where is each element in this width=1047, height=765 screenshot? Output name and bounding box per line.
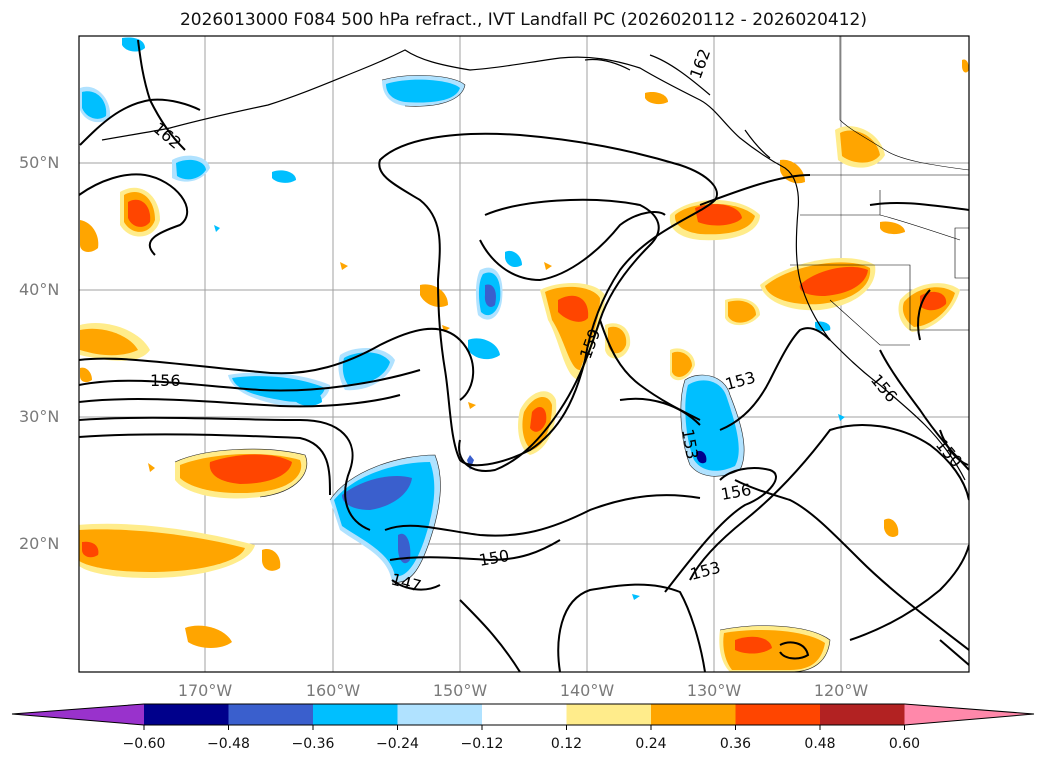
colorbar-tick-label: −0.60 [122, 736, 166, 752]
colorbar-tick-label: 0.48 [804, 736, 836, 752]
contour-label: 162 [149, 119, 185, 153]
contour-label: 156 [150, 371, 181, 390]
colorbar-tick-label: −0.24 [376, 736, 419, 752]
colorbar-tick-label: 0.60 [888, 736, 921, 752]
colorbar-swatch [12, 704, 144, 725]
contour-label: 153 [723, 368, 757, 394]
map-title: 2026013000 F084 500 hPa refract., IVT La… [179, 10, 867, 30]
contour-label: 150 [477, 546, 510, 570]
contour-label: 156 [719, 480, 752, 504]
colorbar-tick-label: −0.12 [460, 736, 504, 752]
map-frame [78, 35, 970, 673]
colorbar-swatch [144, 704, 229, 725]
lon-label: 140°W [559, 681, 615, 700]
contour-label: 153 [678, 427, 702, 460]
colorbar-swatch [397, 704, 482, 725]
negative-anomaly-fill [80, 37, 845, 600]
colorbar-tick-label: 0.24 [635, 736, 667, 752]
lon-label: 120°W [813, 681, 869, 700]
lat-label: 20°N [19, 534, 60, 553]
colorbar-swatch [820, 704, 905, 725]
borders [790, 36, 969, 346]
coastlines [101, 49, 966, 481]
colorbar-tick-label: 0.12 [550, 736, 583, 752]
lat-label: 40°N [19, 280, 60, 299]
contour-label: 153 [688, 558, 722, 584]
colorbar-swatch [566, 704, 651, 725]
lon-label: 160°W [305, 681, 361, 700]
colorbar-swatch [735, 704, 820, 725]
colorbar-swatch [313, 704, 398, 725]
lon-label: 170°W [177, 681, 233, 700]
colorbar [11, 703, 1035, 730]
contour-label: 162 [686, 46, 714, 81]
lat-label: 30°N [19, 407, 60, 426]
colorbar-ticks [143, 725, 905, 730]
colorbar-swatch [651, 704, 736, 725]
contour-label: 147 [389, 570, 423, 596]
lon-label: 130°W [686, 681, 742, 700]
contour-label: 150 [932, 435, 966, 471]
colorbar-swatch [482, 704, 567, 725]
lat-label: 50°N [19, 153, 60, 172]
colorbar-swatch [228, 704, 313, 725]
colorbar-tick-label: 0.36 [719, 736, 752, 752]
lon-label: 150°W [432, 681, 488, 700]
refractivity-contours [79, 39, 969, 672]
colorbar-tick-label: −0.36 [291, 736, 335, 752]
positive-anomaly-fill [79, 59, 969, 672]
colorbar-swatch [904, 704, 1034, 725]
colorbar-tick-label: −0.48 [207, 736, 250, 752]
